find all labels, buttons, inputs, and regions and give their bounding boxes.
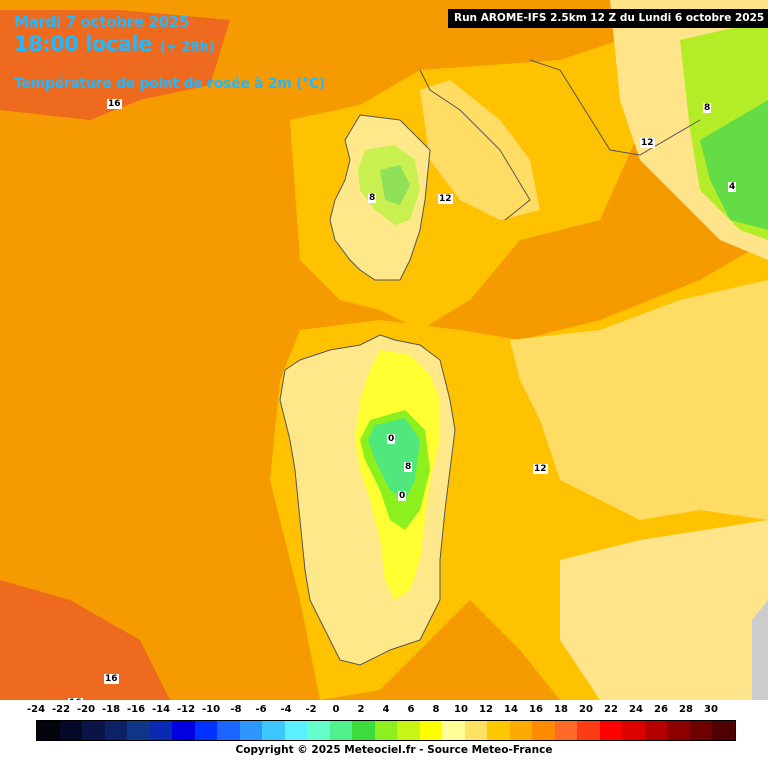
contour-label: 16	[104, 674, 119, 684]
legend-swatch	[127, 721, 150, 740]
run-info-box: Run AROME-IFS 2.5km 12 Z du Lundi 6 octo…	[448, 9, 768, 28]
legend-tick-label: 10	[454, 704, 468, 715]
legend-swatch	[329, 721, 353, 740]
zone-warm-nw	[0, 10, 230, 120]
legend-tick-label: 0	[332, 704, 340, 715]
contour-label: 8	[368, 193, 377, 203]
contour-label: 0	[398, 491, 407, 501]
contour-label: 12	[533, 464, 548, 474]
legend-tick-label: 14	[504, 704, 518, 715]
map-edge	[752, 600, 768, 700]
legend-swatch	[599, 721, 623, 740]
legend-swatch	[149, 721, 173, 740]
legend-tick-label: -2	[305, 704, 317, 715]
contour-label: 8	[703, 103, 712, 113]
legend-tick-label: -12	[176, 704, 196, 715]
legend-tick-label: 20	[579, 704, 593, 715]
forecast-lead: (+ 28h)	[160, 40, 215, 55]
legend-swatch	[217, 721, 240, 740]
legend-tick-label: -8	[230, 704, 242, 715]
variable-title: Température de point de rosée à 2m (°C)	[14, 76, 325, 92]
legend-swatch	[667, 721, 690, 740]
legend-tick-label: 30	[704, 704, 718, 715]
legend-tick-label: 24	[629, 704, 643, 715]
legend-swatch	[532, 721, 555, 740]
forecast-time: 18:00 locale	[14, 32, 152, 56]
legend-tick-label: 28	[679, 704, 693, 715]
legend-tick-label: -22	[51, 704, 71, 715]
legend-tick-label: -4	[280, 704, 292, 715]
legend-ticks: -24 -22 -20 -18 -16 -14 -12 -10 -8 -6 -4 -2 0 2 4 6 8 10 1…	[0, 704, 768, 718]
legend-swatch	[37, 721, 60, 740]
legend-swatch	[59, 721, 83, 740]
legend-tick-label: 16	[529, 704, 543, 715]
legend-swatch	[284, 721, 308, 740]
forecast-date: Mardi 7 octobre 2025	[14, 13, 190, 31]
legend-swatch	[262, 721, 285, 740]
coastline-italy	[529, 59, 701, 156]
legend-colorbar	[36, 720, 736, 741]
legend-swatch	[82, 721, 105, 740]
legend-tick-label: 18	[554, 704, 568, 715]
legend-tick-label: -20	[76, 704, 96, 715]
legend-tick-label: 12	[479, 704, 493, 715]
coastline-cap	[419, 69, 531, 221]
sardinia-peak	[368, 418, 420, 500]
legend-swatch	[442, 721, 465, 740]
legend-swatch	[172, 721, 195, 740]
contour-label: 8	[404, 462, 413, 472]
legend-tick-label: -6	[255, 704, 267, 715]
legend-swatch	[554, 721, 578, 740]
contour-label: 4	[728, 182, 737, 192]
legend-tick-label: 2	[357, 704, 365, 715]
legend-swatch	[509, 721, 533, 740]
zone-cap-corse	[420, 80, 540, 220]
copyright: Copyright © 2025 Meteociel.fr - Source M…	[235, 744, 553, 756]
legend-tick-label: -16	[126, 704, 146, 715]
run-info: Run AROME-IFS 2.5km 12 Z du Lundi 6 octo…	[454, 12, 765, 24]
corsica-peak	[380, 165, 410, 205]
legend-tick-label: -24	[26, 704, 46, 715]
legend-swatch	[239, 721, 263, 740]
legend-swatch	[194, 721, 218, 740]
legend-swatch	[307, 721, 330, 740]
contour-label: 12	[640, 138, 655, 148]
legend-swatch	[487, 721, 510, 740]
legend-swatch	[689, 721, 713, 740]
zone-warm-sw	[0, 580, 170, 700]
legend-swatch	[644, 721, 668, 740]
legend-swatch	[374, 721, 398, 740]
zone-pale-east	[510, 280, 768, 520]
legend-swatch	[352, 721, 375, 740]
legend-tick-label: -14	[151, 704, 171, 715]
legend-swatch	[712, 721, 735, 740]
legend-tick-label: 4	[382, 704, 390, 715]
legend-swatch	[397, 721, 420, 740]
legend-tick-label: -10	[201, 704, 221, 715]
zone-italy-green-dark	[700, 100, 768, 230]
legend-tick-label: 6	[407, 704, 415, 715]
legend-tick-label: 22	[604, 704, 618, 715]
contour-label: 0	[387, 434, 396, 444]
legend-swatch	[464, 721, 488, 740]
legend-swatch	[577, 721, 600, 740]
legend-swatch	[104, 721, 128, 740]
zone-pale-se	[560, 520, 768, 700]
legend-swatch	[419, 721, 443, 740]
contour-label: 12	[438, 194, 453, 204]
legend-tick-label: -18	[101, 704, 121, 715]
legend-tick-label: 26	[654, 704, 668, 715]
legend-swatch	[622, 721, 645, 740]
legend-tick-label: 8	[432, 704, 440, 715]
contour-label: 16	[107, 99, 122, 109]
